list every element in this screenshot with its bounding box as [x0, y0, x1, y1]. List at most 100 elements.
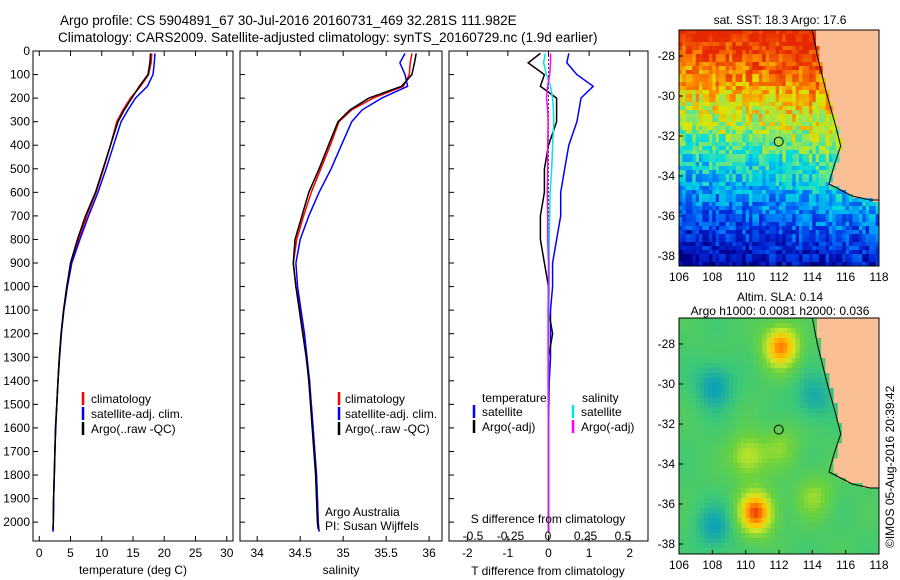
map-cell	[805, 178, 810, 183]
map-cell	[752, 110, 756, 115]
map-cell	[725, 262, 730, 266]
map-cell	[783, 383, 788, 389]
map-cell	[749, 498, 755, 504]
map-cell	[749, 383, 755, 389]
map-cell	[779, 488, 784, 494]
map-cell	[695, 90, 700, 95]
map-cell	[849, 493, 855, 499]
map-cell	[752, 114, 756, 119]
map-cell	[835, 150, 840, 155]
map-cell	[683, 458, 688, 464]
x-tick-label: 2	[626, 546, 633, 560]
map-cell	[762, 478, 767, 484]
map-cell	[829, 443, 834, 449]
map-cell	[829, 186, 833, 191]
map-cell	[712, 126, 716, 131]
map-cell	[762, 162, 766, 167]
map-cell	[775, 74, 780, 79]
map-cell	[737, 523, 742, 529]
map-cell	[816, 543, 822, 549]
map-cell	[845, 238, 850, 243]
map-cell	[769, 250, 773, 255]
map-cell	[679, 198, 683, 203]
map-cell	[782, 90, 786, 95]
map-cell	[822, 134, 826, 139]
map-cell	[745, 488, 751, 494]
map-cell	[772, 126, 776, 131]
map-cell	[735, 218, 740, 223]
map-cell	[715, 194, 720, 199]
map-cell	[758, 433, 763, 439]
map-cell	[795, 134, 800, 139]
map-cell	[819, 218, 823, 223]
map-cell	[852, 254, 856, 259]
map-cell	[724, 408, 730, 414]
map-cell	[854, 528, 859, 534]
map-cell	[839, 246, 843, 251]
map-cell	[729, 363, 734, 369]
map-cell	[683, 338, 688, 344]
map-cell	[712, 518, 717, 524]
map-cell	[766, 343, 772, 349]
map-cell	[762, 130, 766, 135]
map-cell	[752, 82, 756, 87]
map-cell	[808, 408, 813, 414]
map-cell	[799, 254, 803, 259]
map-cell	[691, 508, 697, 514]
map-cell	[779, 138, 783, 143]
map-cell	[762, 533, 767, 539]
map-cell	[737, 343, 742, 349]
map-cell	[819, 226, 823, 231]
map-cell	[691, 438, 697, 444]
map-cell	[732, 222, 736, 227]
map-cell	[839, 202, 843, 207]
map-cell	[689, 174, 693, 179]
map-cell	[792, 206, 796, 211]
map-cell	[822, 238, 826, 243]
map-cell	[815, 70, 820, 75]
map-cell	[770, 523, 776, 529]
map-cell	[712, 353, 717, 359]
map-cell	[789, 198, 793, 203]
map-cell	[715, 138, 720, 143]
map-cell	[854, 493, 859, 499]
map-cell	[804, 458, 809, 464]
map-cell	[716, 418, 722, 424]
map-cell	[749, 518, 755, 524]
map-cell	[829, 230, 833, 235]
map-cell	[679, 62, 683, 67]
map-cell	[712, 408, 717, 414]
map-cell	[708, 463, 713, 469]
map-cell	[679, 158, 683, 163]
map-cell	[775, 150, 780, 155]
map-cell	[835, 146, 840, 151]
map-cell	[762, 483, 767, 489]
map-cell	[695, 154, 700, 159]
map-cell	[795, 126, 800, 131]
map-cell	[825, 182, 830, 187]
map-cell	[729, 122, 733, 127]
map-cell	[869, 254, 873, 259]
map-cell	[745, 353, 751, 359]
map-cell	[789, 82, 793, 87]
map-cell	[704, 528, 709, 534]
map-cell	[699, 206, 703, 211]
map-cell	[695, 66, 700, 71]
map-cell	[770, 383, 776, 389]
map-cell	[809, 110, 813, 115]
map-cell	[719, 210, 723, 215]
map-cell	[775, 66, 780, 71]
map-cell	[842, 218, 846, 223]
map-cell	[789, 230, 793, 235]
map-cell	[699, 438, 705, 444]
map-cell	[729, 126, 733, 131]
map-cell	[783, 368, 788, 374]
map-cell	[787, 493, 792, 499]
map-cell	[765, 178, 770, 183]
map-cell	[719, 122, 723, 127]
map-cell	[762, 523, 767, 529]
map-cell	[737, 398, 742, 404]
map-cell	[775, 130, 780, 135]
map-cell	[795, 373, 801, 379]
map-cell	[829, 508, 834, 514]
